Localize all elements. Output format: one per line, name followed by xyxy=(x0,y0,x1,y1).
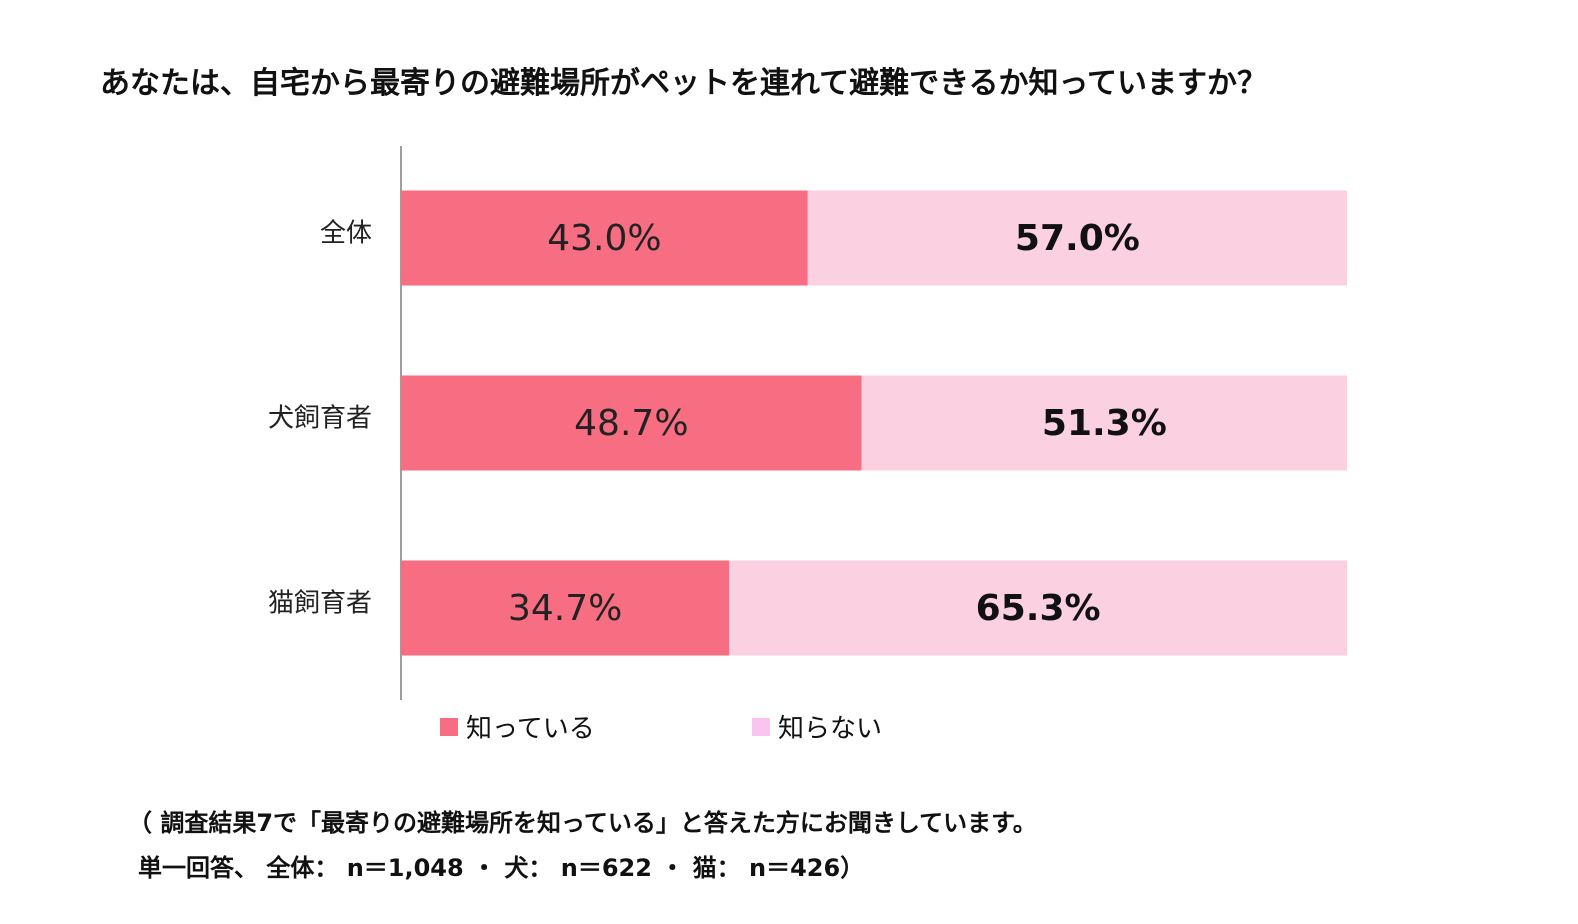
bar-segment-unknown xyxy=(807,190,1347,286)
bar-segment-unknown xyxy=(729,560,1347,656)
category-label: 全体 xyxy=(320,219,372,249)
legend-label-known: 知っている xyxy=(466,714,595,744)
legend: 知っている 知らない xyxy=(440,708,1064,745)
category-label: 猫飼育者 xyxy=(268,589,372,619)
data-label-known: 48.7% xyxy=(574,403,688,444)
data-label-unknown: 65.3% xyxy=(976,588,1101,629)
legend-item-unknown: 知らない xyxy=(752,708,1064,745)
data-label-unknown: 57.0% xyxy=(1015,218,1140,259)
legend-item-known: 知っている xyxy=(440,708,752,745)
category-label: 犬飼育者 xyxy=(268,404,372,434)
data-label-known: 43.0% xyxy=(547,218,661,259)
legend-swatch-known xyxy=(440,717,458,736)
legend-swatch-unknown xyxy=(752,717,770,736)
legend-label-unknown: 知らない xyxy=(778,714,883,744)
bar-segment-unknown xyxy=(861,375,1347,471)
survey-note-line2: 単一回答、 全体： n＝1,048 ・ 犬： n＝622 ・ 猫： n＝426） xyxy=(138,854,865,882)
data-label-unknown: 51.3% xyxy=(1042,403,1167,444)
bar-segment-known xyxy=(401,560,730,656)
bars-group: 全体 43.0% 57.0% 犬飼育者 48.7% 51.3% 猫飼育者 34.7% 65.3% xyxy=(268,190,1347,656)
bar-segment-known xyxy=(401,375,862,471)
data-label-known: 34.7% xyxy=(508,588,622,629)
survey-note-line1: （ 調査結果7で「最寄りの避難場所を知っている」と答えた方にお聞きしています。 xyxy=(128,809,1037,837)
page-title: あなたは、自宅から最寄りの避難場所がペットを連れて避難できるか知っていますか？ xyxy=(100,66,1267,101)
bar-segment-known xyxy=(401,190,808,286)
